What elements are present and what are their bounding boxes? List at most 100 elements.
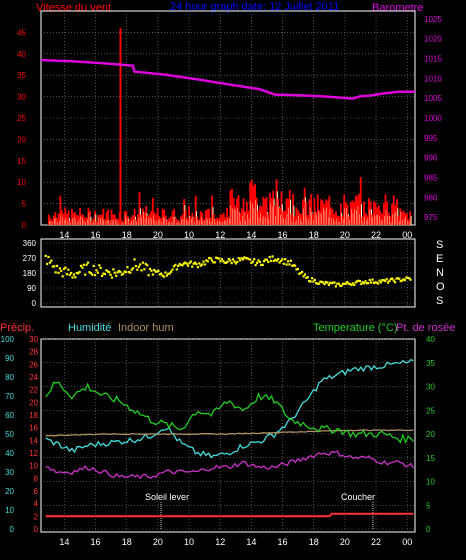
direction-point <box>91 273 94 276</box>
direction-point <box>150 269 153 272</box>
direction-letter-s2: S <box>436 295 443 307</box>
direction-point <box>275 259 278 262</box>
direction-point <box>192 262 195 265</box>
temp-tick-label-0: 0 <box>426 525 431 534</box>
direction-point <box>141 261 145 264</box>
wind-x-tick-label-0: 14 <box>59 230 69 240</box>
precip-tick-label-0: 0 <box>34 525 39 534</box>
direction-point <box>279 259 283 263</box>
direction-point <box>147 274 150 277</box>
humidity-tick-label-1: 10 <box>5 506 14 515</box>
direction-point <box>282 262 285 265</box>
direction-point <box>395 277 398 280</box>
direction-point <box>247 257 250 261</box>
wind-x-tick-label-7: 16 <box>278 230 288 240</box>
direction-point <box>64 266 67 269</box>
direction-point <box>132 267 135 270</box>
direction-point <box>102 272 105 275</box>
wind-tick-label-8: 40 <box>17 50 26 59</box>
direction-point <box>237 257 240 260</box>
direction-point <box>255 261 259 264</box>
sunset-label: Coucher <box>341 492 375 502</box>
direction-point <box>292 264 295 267</box>
direction-point <box>215 256 218 259</box>
indoor-hum-label: Indoor hum <box>118 322 174 334</box>
temp-tick-label-4: 20 <box>426 430 435 439</box>
direction-point <box>165 274 169 277</box>
direction-point <box>198 262 201 265</box>
direction-point <box>203 263 207 266</box>
direction-point <box>170 270 173 273</box>
direction-point <box>264 258 267 261</box>
direction-point <box>108 271 111 274</box>
series-lines <box>40 58 415 518</box>
direction-point <box>54 271 57 274</box>
precip-tick-label-4: 8 <box>34 474 39 483</box>
direction-point <box>254 264 257 267</box>
precip-tick-label-1: 2 <box>34 512 39 521</box>
direction-point <box>374 281 377 284</box>
direction-point <box>158 273 161 276</box>
direction-point <box>285 263 288 266</box>
direction-point <box>409 278 412 281</box>
direction-point <box>85 263 88 266</box>
direction-point <box>322 281 325 284</box>
direction-point <box>370 281 373 284</box>
humidity-tick-label-5: 50 <box>5 430 14 439</box>
direction-point <box>208 257 211 260</box>
direction-point <box>93 274 97 277</box>
direction-point <box>206 260 209 263</box>
direction-point <box>324 280 328 284</box>
direction-point <box>281 258 284 261</box>
direction-point <box>299 271 302 275</box>
direction-point <box>268 255 271 259</box>
dir-tick-label-3: 270 <box>23 254 37 263</box>
direction-point <box>403 279 407 282</box>
precip-tick-label-3: 6 <box>34 487 39 496</box>
direction-point <box>367 282 370 285</box>
baro-tick-label-6: 1005 <box>424 94 442 103</box>
temp-tick-label-1: 5 <box>426 501 431 510</box>
direction-point <box>389 277 392 281</box>
precip-tick-label-10: 20 <box>29 398 38 407</box>
direction-point <box>379 281 383 284</box>
direction-point <box>67 268 70 271</box>
direction-point <box>175 268 178 271</box>
direction-point <box>295 268 298 271</box>
wind-x-tick-label-5: 12 <box>215 230 225 240</box>
direction-point <box>193 261 197 264</box>
direction-point <box>99 266 102 269</box>
direction-point <box>103 272 107 276</box>
sunrise-label: Soleil lever <box>145 492 189 502</box>
direction-point <box>406 276 409 280</box>
direction-point <box>60 269 63 272</box>
humidity-tick-label-8: 80 <box>5 373 14 382</box>
direction-point <box>179 263 183 266</box>
direction-point <box>382 279 385 282</box>
direction-point <box>96 271 99 274</box>
precip-tick-label-6: 12 <box>29 449 38 458</box>
direction-point <box>205 259 208 262</box>
wind-tick-label-3: 15 <box>17 157 26 166</box>
temp-x-tick-label-2: 18 <box>122 537 132 547</box>
direction-point <box>123 270 126 273</box>
direction-point <box>105 269 108 272</box>
direction-point <box>196 266 199 269</box>
humidity-label: Humidité <box>68 322 111 334</box>
direction-point <box>303 273 307 276</box>
wind-x-tick-label-3: 20 <box>153 230 163 240</box>
direction-point <box>323 282 326 286</box>
temp-x-tick-label-3: 20 <box>153 537 163 547</box>
precip-tick-label-8: 16 <box>29 424 38 433</box>
direction-point <box>355 280 359 283</box>
temp-tick-label-6: 30 <box>426 383 435 392</box>
direction-point <box>405 276 408 279</box>
wind-tick-label-5: 25 <box>17 114 26 123</box>
direction-point <box>272 259 276 262</box>
direction-point <box>98 264 101 267</box>
direction-point <box>401 279 404 282</box>
direction-point <box>230 262 233 265</box>
direction-point <box>120 273 123 276</box>
direction-point <box>119 270 122 273</box>
direction-point <box>47 255 50 259</box>
